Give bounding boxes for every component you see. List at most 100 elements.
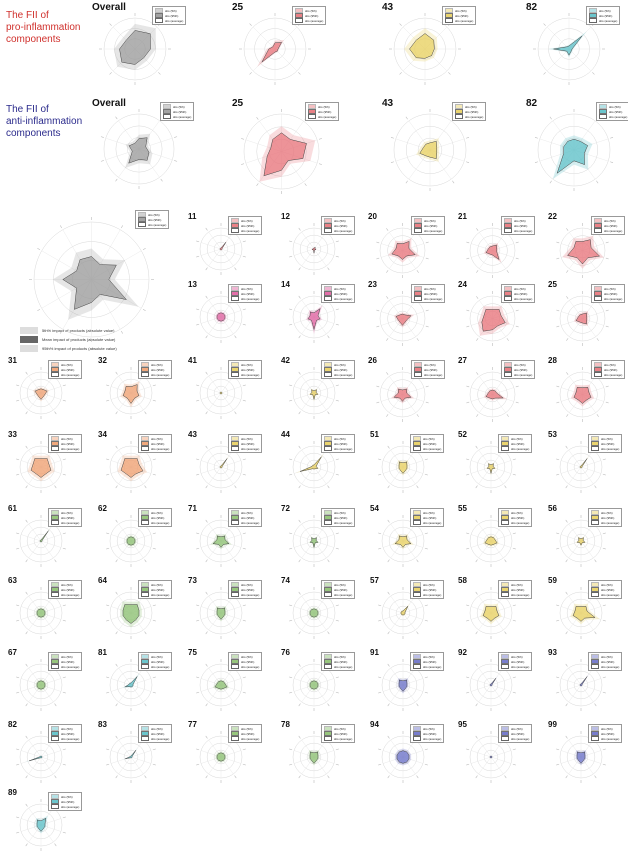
panel-legend: sbs (5th) sbs (95th) sbs (average) [228,652,263,671]
legend-text: sbs (95th) [241,731,255,736]
radar-average-area [482,605,500,622]
legend-entry: sbs (5th) [324,218,352,223]
radar-axis-tick [115,591,118,595]
radar-axis-tick [106,399,110,402]
legend-entry: sbs (5th) [501,726,529,731]
panel-legend: sbs (5th) sbs (95th) sbs (average) [138,724,173,743]
legend-entry: sbs (average) [455,114,483,119]
radar-spoke [546,48,570,72]
radar-chart [289,441,339,493]
radar-axis-tick [318,138,323,140]
legend-entry: sbs (95th) [324,659,352,664]
radar-axis-tick [556,241,560,244]
legend-entry: sbs (average) [51,664,79,669]
radar-average-area [216,312,226,322]
legend-entry: sbs (average) [141,592,169,597]
radar-spoke [490,750,512,758]
radar-axis-tick [25,445,28,449]
radar-axis-tick [566,414,569,417]
legend-entry: sbs (95th) [591,731,619,736]
legend-text: sbs (5th) [241,436,253,441]
radar-spoke [208,449,222,468]
panel-title: 44 [281,430,290,439]
radar-axis-tick [466,241,470,244]
legend-text: sbs (5th) [61,436,73,441]
radar-spoke [130,750,152,758]
radar-axis-tick [556,309,560,312]
legend-entry: sbs (5th) [231,362,259,367]
radar-chart [556,367,609,422]
radar-panel-82: 82 sbs (5th) sbs (95th) sbs (average) [8,720,83,788]
legend-text: sbs (95th) [318,109,332,114]
legend-text: sbs (95th) [604,291,618,296]
legend-swatch [324,510,332,515]
legend-swatch [501,592,509,597]
key-high-label: 95th% impact of products (absolute value… [42,346,117,351]
legend-entry: sbs (95th) [163,109,191,114]
panel-title: 25 [232,2,244,13]
legend-text: sbs (95th) [601,731,615,736]
legend-entry: sbs (95th) [591,659,619,664]
radar-axis-tick [196,619,200,622]
radar-spoke [110,678,132,686]
legend-swatch [501,436,509,441]
legend-entry: sbs (5th) [413,582,441,587]
panel-legend: sbs (5th) sbs (95th) sbs (average) [596,102,628,121]
legend-swatch [591,587,599,592]
radar-spoke [580,466,602,474]
legend-swatch [141,592,149,597]
radar-spoke [560,534,582,542]
legend-text: sbs (95th) [241,515,255,520]
radar-average-area [556,138,589,174]
legend-entry: sbs (average) [51,592,79,597]
radar-axis-tick [16,763,20,766]
legend-entry: sbs (95th) [413,515,441,520]
radar-axis-tick [59,225,63,229]
panel-legend: sbs (5th) sbs (95th) sbs (average) [588,434,623,453]
legend-text: sbs (95th) [165,13,179,18]
panel-title: 92 [458,648,467,657]
radar-axis-tick [335,323,339,326]
legend-swatch [141,510,149,515]
radar-axis-tick [16,691,20,694]
legend-swatch [599,114,607,119]
radar-axis-tick [596,180,599,184]
legend-swatch [591,731,599,736]
radar-chart [29,217,154,342]
legend-swatch [163,109,171,114]
radar-axis-tick [25,559,28,563]
legend-text: sbs (average) [173,114,192,119]
legend-swatch [141,736,149,741]
radar-axis-tick [566,270,569,273]
legend-entry: sbs (95th) [594,291,622,296]
radar-axis-tick [390,161,394,163]
radar-panel-76: 76 sbs (5th) sbs (95th) sbs (average) [281,648,356,716]
radar-chart [376,223,429,278]
radar-chart [289,587,339,639]
legend-entry: sbs (average) [324,664,352,669]
legend-text: sbs (95th) [241,223,255,228]
legend-text: sbs (5th) [601,654,613,659]
legend-text: sbs (95th) [305,13,319,18]
legend-entry: sbs (average) [591,520,619,525]
legend-entry: sbs (average) [501,446,529,451]
legend-entry: sbs (5th) [141,362,169,367]
legend-entry: sbs (95th) [141,659,169,664]
radar-axis-tick [424,763,428,766]
legend-text: sbs (5th) [424,286,436,291]
legend-text: sbs (5th) [604,362,616,367]
legend-text: sbs (average) [599,18,618,23]
radar-axis-tick [100,160,104,162]
legend-entry: sbs (95th) [51,659,79,664]
radar-axis-tick [152,547,156,550]
radar-axis-tick [144,631,147,635]
panel-legend: sbs (5th) sbs (95th) sbs (average) [498,434,533,453]
legend-text: sbs (95th) [423,587,437,592]
panel-legend: sbs (5th) sbs (95th) sbs (average) [228,580,263,599]
radar-average-area [119,30,151,65]
impact-key: 5th% impact of products (absolute value)… [20,326,175,353]
radar-axis-tick [242,619,246,622]
legend-swatch [504,228,512,233]
legend-text: sbs (95th) [241,659,255,664]
legend-entry: sbs (average) [141,520,169,525]
